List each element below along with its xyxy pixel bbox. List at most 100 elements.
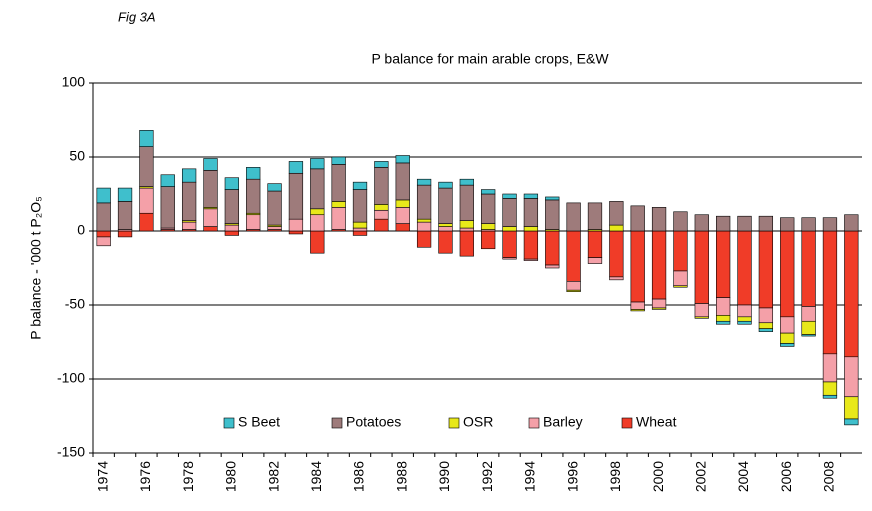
bar-segment [438, 230, 453, 254]
bar-segment [352, 189, 368, 223]
bar-segment [502, 257, 517, 260]
legend-swatch [223, 417, 235, 429]
y-tick-label: 100 [62, 74, 86, 90]
bar-segment [96, 187, 111, 204]
legend-label: OSR [463, 414, 493, 430]
bar-segment [758, 230, 774, 309]
bar-segment [438, 187, 453, 224]
bar-segment [395, 223, 410, 232]
bar-segment [822, 381, 838, 396]
bar-segment [224, 224, 239, 232]
bar-segment [694, 303, 709, 318]
y-tick-label: -50 [65, 296, 85, 312]
y-tick-label: 50 [69, 148, 85, 164]
chart-title: P balance for main arable crops, E&W [371, 51, 609, 67]
bar-segment [716, 230, 731, 298]
bar-segment [737, 320, 752, 325]
bar-segment [844, 418, 859, 426]
x-tick-label: 1978 [180, 461, 196, 492]
bar-segment [545, 230, 560, 266]
bar-segment [587, 230, 603, 258]
bar-segment [822, 230, 838, 355]
bar-segment [545, 199, 560, 230]
bar-segment [117, 201, 133, 230]
bar-segment [438, 181, 453, 189]
bar-segment [459, 184, 474, 221]
bar-segment [844, 214, 859, 232]
x-tick-label: 1980 [223, 461, 239, 492]
bar-segment [181, 168, 197, 183]
bar-segment [801, 320, 816, 335]
bar-segment [822, 217, 838, 232]
bar-segment [374, 218, 389, 232]
bar-segment [587, 202, 603, 230]
bar-segment [673, 285, 688, 288]
bar-segment [780, 316, 795, 334]
bar-segment [267, 183, 282, 192]
bar-segment [352, 181, 368, 190]
bar-segment [673, 270, 688, 287]
bar-segment [267, 226, 282, 230]
bar-segment [780, 217, 795, 232]
bar-segment [502, 193, 517, 199]
bar-segment [395, 155, 410, 164]
bar-segment [139, 130, 154, 147]
bar-segment [96, 202, 111, 232]
bar-segment [801, 334, 816, 337]
x-tick-label: 1982 [265, 461, 281, 492]
y-tick-label: 0 [77, 222, 85, 238]
legend-swatch [331, 417, 343, 429]
x-tick-label: 1992 [479, 461, 495, 492]
bar-segment [651, 307, 667, 310]
bar-segment [139, 212, 154, 232]
bar-segment [203, 170, 218, 208]
bar-segment [758, 328, 774, 332]
bar-segment [459, 178, 474, 186]
figure-label: Fig 3A [118, 9, 156, 24]
bar-segment [203, 226, 218, 232]
bar-segment [481, 223, 496, 230]
x-tick-label: 1998 [607, 461, 623, 492]
bar-segment [395, 199, 410, 208]
bar-segment [267, 190, 282, 226]
bar-segment [481, 193, 496, 224]
bar-segment [523, 258, 539, 261]
x-tick-label: 1976 [137, 461, 153, 492]
bar-segment [651, 207, 667, 232]
legend-swatch [448, 417, 460, 429]
bar-segment [481, 189, 496, 195]
bar-segment [801, 306, 816, 322]
bar-segment [502, 230, 517, 258]
bar-segment [566, 230, 581, 282]
bar-segment [310, 158, 325, 170]
bar-segment [758, 215, 774, 232]
bar-segment [203, 208, 218, 227]
bar-segment [737, 215, 752, 232]
x-tick-label: 2000 [650, 461, 666, 492]
bar-segment [630, 230, 645, 303]
bar-segment [224, 230, 239, 236]
bar-segment [246, 167, 261, 180]
y-tick-label: -150 [57, 444, 85, 460]
bar-segment [822, 394, 838, 399]
legend-label: Wheat [636, 414, 677, 430]
bar-segment [160, 186, 175, 229]
bar-segment [502, 198, 517, 227]
bar-segment [331, 164, 346, 202]
x-tick-label: 2004 [735, 461, 751, 492]
legend-label: S Beet [238, 414, 280, 430]
x-tick-label: 1988 [393, 461, 409, 492]
bar-segment [844, 396, 859, 420]
bar-segment [203, 158, 218, 171]
bar-segment [630, 205, 645, 232]
bar-segment [310, 168, 325, 210]
bar-segment [288, 172, 304, 220]
bar-segment [224, 189, 239, 224]
bar-segment [566, 289, 581, 292]
bar-segment [780, 343, 795, 347]
bar-segment [716, 320, 731, 325]
bar-segment [374, 167, 389, 205]
bar-segment [545, 196, 560, 201]
bar-segment [673, 230, 688, 272]
bar-segment [716, 215, 731, 232]
